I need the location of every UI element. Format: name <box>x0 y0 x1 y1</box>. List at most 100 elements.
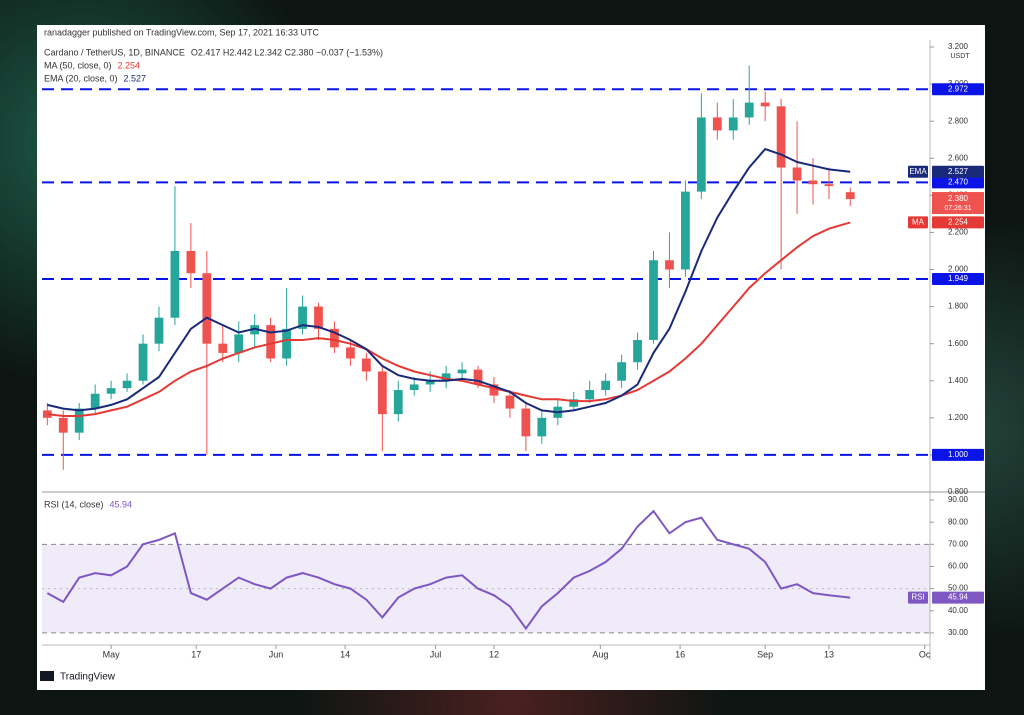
y-tick-label: 1.800 <box>948 302 969 311</box>
ma-badge-label: 2.254 <box>948 218 969 227</box>
y-tick-label: 80.00 <box>948 517 969 526</box>
moving-average-line <box>47 147 851 414</box>
ohlc-readout: O2.417 H2.442 L2.342 C2.380 −0.037 (−1.5… <box>191 47 383 57</box>
candle-body <box>537 417 547 437</box>
y-tick-label: 0.800 <box>948 487 969 496</box>
candle-body <box>649 260 658 340</box>
candle-body <box>122 380 132 389</box>
y-tick-label: 2.800 <box>948 116 969 125</box>
candle-body <box>808 180 818 185</box>
level-badge-box <box>932 448 984 461</box>
y-tick-label: 1.400 <box>948 376 969 385</box>
candle-body <box>154 317 164 344</box>
candle-body <box>409 384 419 391</box>
level-badge-label: 2.470 <box>948 177 969 186</box>
x-tick-label: 12 <box>489 649 499 659</box>
level-badge-box <box>932 83 984 96</box>
candle-body <box>58 417 68 433</box>
candle-body <box>728 117 738 131</box>
y-tick-label: 50.00 <box>948 584 969 593</box>
candle-body <box>505 395 515 409</box>
x-tick-label: Oc <box>919 649 931 659</box>
candle-body <box>106 388 116 394</box>
candle-body <box>601 380 611 391</box>
candle-body <box>282 328 291 359</box>
y-tick-label: 1.600 <box>948 339 969 348</box>
x-tick-label: Jun <box>269 649 284 659</box>
candle-body <box>234 334 244 353</box>
ma-badge-box <box>932 216 984 229</box>
candle-body <box>74 408 84 433</box>
last-price-label: 2.380 <box>948 194 969 203</box>
candle-body <box>585 390 595 400</box>
candle-body <box>202 273 212 344</box>
y-tick-label: 30.00 <box>948 628 969 637</box>
candle-body <box>792 167 802 181</box>
legend-name: EMA (20, close, 0) <box>44 73 118 83</box>
x-tick-label: Aug <box>592 649 608 659</box>
candle-body <box>681 191 690 270</box>
legend-value: 45.94 <box>110 499 133 509</box>
candle-body <box>617 362 626 381</box>
candle-body <box>330 328 339 348</box>
ma-tag-box <box>908 216 928 229</box>
x-tick-label: May <box>103 649 121 659</box>
ma-tag-label: MA <box>912 218 925 227</box>
candle-body <box>845 192 855 200</box>
y-tick-label: 2.600 <box>948 153 969 162</box>
ma-badge-label: 2.527 <box>948 167 969 176</box>
candle-body <box>633 339 642 363</box>
chart-panel <box>37 25 985 690</box>
candle-body <box>824 184 834 187</box>
candle-body <box>776 106 786 168</box>
y-tick-label: 60.00 <box>948 562 969 571</box>
symbol-title: Cardano / TetherUS, 1D, BINANCE <box>44 47 185 57</box>
brand: TradingView <box>60 672 116 683</box>
y-tick-label: 2.200 <box>948 228 969 237</box>
rsi-line <box>46 509 851 631</box>
level-badge-label: 2.972 <box>948 84 969 93</box>
currency: USDT <box>950 53 970 60</box>
candle-body <box>441 373 451 381</box>
candle-body <box>90 393 100 409</box>
x-tick-label: Jul <box>430 649 442 659</box>
x-tick-label: 17 <box>191 649 201 659</box>
level-badge-label: 1.949 <box>948 274 969 283</box>
candle-body <box>393 390 403 415</box>
last-price-box <box>932 192 984 215</box>
ma-tag-box <box>908 165 928 178</box>
legend-value: 2.527 <box>124 73 147 83</box>
publisher: ranadagger published on TradingView.com,… <box>44 27 320 37</box>
candle-body <box>521 408 531 437</box>
candle-body <box>696 117 706 192</box>
candle-body <box>744 102 754 118</box>
level-badge-box <box>932 272 984 285</box>
candle-body <box>377 371 387 415</box>
candle-body <box>186 250 196 274</box>
candle-body <box>489 384 499 396</box>
rsi-badge-label: 45.94 <box>948 593 969 602</box>
x-tick-label: 16 <box>675 649 685 659</box>
brand-logo: TradingView <box>40 671 116 683</box>
candle-body <box>569 399 579 407</box>
candle-body <box>425 380 435 385</box>
y-tick-label: 70.00 <box>948 539 969 548</box>
candle-body <box>760 102 770 107</box>
candle-body <box>170 250 180 318</box>
candle-body <box>665 260 674 270</box>
candle-body <box>298 306 307 329</box>
y-tick-label: 90.00 <box>948 495 969 504</box>
candle-body <box>218 343 228 353</box>
ma-tag-label: EMA <box>909 167 927 176</box>
x-tick-label: 13 <box>824 649 834 659</box>
candle-body <box>473 369 483 385</box>
rsi-tag-box <box>908 591 928 604</box>
y-tick-label: 1.200 <box>948 413 969 422</box>
level-badge-box <box>932 176 984 189</box>
candle-body <box>361 358 371 372</box>
candle-body <box>314 306 323 329</box>
y-tick-label: 3.200 <box>948 42 969 51</box>
y-tick-label: 2.000 <box>948 265 969 274</box>
candle-body <box>712 117 722 131</box>
